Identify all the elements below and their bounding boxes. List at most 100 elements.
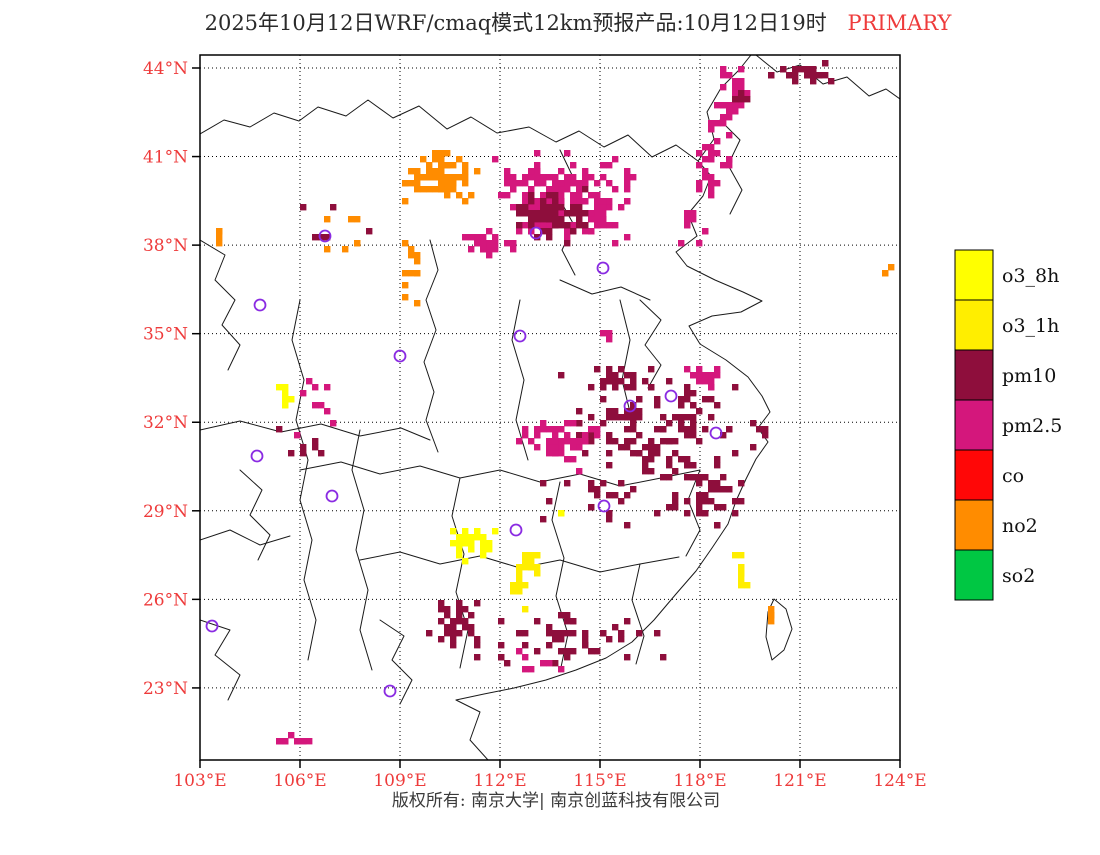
lon-label: 121°E xyxy=(773,771,826,791)
cell-no2 xyxy=(462,198,469,205)
cell-pm10 xyxy=(552,630,559,637)
lon-label: 103°E xyxy=(173,771,226,791)
cell-pm10 xyxy=(588,414,595,421)
cell-o3_8h xyxy=(456,534,463,541)
cell-pm10 xyxy=(564,648,571,655)
cell-pm10 xyxy=(468,612,475,619)
cell-pm10 xyxy=(660,474,667,481)
cell-pm2.5 xyxy=(732,90,739,97)
cell-pm2.5 xyxy=(300,390,307,397)
cell-pm10 xyxy=(708,498,715,505)
cell-o3_1h xyxy=(528,564,535,571)
cell-pm2.5 xyxy=(606,204,613,211)
cell-pm10 xyxy=(588,504,595,511)
boundary-coastline xyxy=(455,160,771,701)
cell-pm2.5 xyxy=(558,186,565,193)
cell-pm2.5 xyxy=(612,156,619,163)
legend-swatch-no2 xyxy=(954,499,994,551)
cell-pm2.5 xyxy=(516,438,523,445)
cell-o3_8h xyxy=(288,396,295,403)
cell-pm10 xyxy=(618,630,625,637)
boundary-province xyxy=(200,420,431,441)
cell-pm10 xyxy=(690,420,697,427)
cell-pm2.5 xyxy=(576,192,583,199)
cell-no2 xyxy=(432,186,439,193)
cell-pm2.5 xyxy=(324,408,331,415)
cell-pm10 xyxy=(564,612,571,619)
cell-pm10 xyxy=(768,72,775,79)
cell-pm10 xyxy=(558,372,565,379)
cell-no2 xyxy=(414,300,421,307)
cell-pm2.5 xyxy=(714,102,721,109)
cell-pm2.5 xyxy=(540,420,547,427)
cell-pm10 xyxy=(720,504,727,511)
cell-pm10 xyxy=(450,642,457,649)
cell-pm2.5 xyxy=(720,120,727,127)
cell-pm10 xyxy=(738,498,745,505)
cell-pm10 xyxy=(810,78,817,85)
cell-pm10 xyxy=(588,480,595,487)
cell-pm10 xyxy=(678,420,685,427)
cell-pm2.5 xyxy=(594,216,601,223)
cell-pm2.5 xyxy=(564,186,571,193)
cell-pm2.5 xyxy=(600,204,607,211)
cell-pm10 xyxy=(606,450,613,457)
cell-no2 xyxy=(414,180,421,187)
cell-pm10 xyxy=(576,420,583,427)
city-marker xyxy=(513,329,527,343)
cell-pm2.5 xyxy=(486,252,493,259)
cell-o3_8h xyxy=(468,534,475,541)
cell-pm2.5 xyxy=(540,426,547,433)
cell-pm10 xyxy=(786,72,793,79)
cell-no2 xyxy=(414,252,421,259)
cell-pm10 xyxy=(636,414,643,421)
cell-pm2.5 xyxy=(558,180,565,187)
cell-pm2.5 xyxy=(558,426,565,433)
cell-pm2.5 xyxy=(708,144,715,151)
cell-o3_8h xyxy=(282,396,289,403)
cell-pm2.5 xyxy=(522,432,529,439)
cell-pm10 xyxy=(582,630,589,637)
city-markers xyxy=(205,226,723,698)
cell-pm2.5 xyxy=(570,444,577,451)
cell-pm10 xyxy=(714,402,721,409)
cell-pm2.5 xyxy=(534,222,541,229)
cell-pm2.5 xyxy=(594,210,601,217)
cell-pm2.5 xyxy=(696,186,703,193)
cell-pm2.5 xyxy=(708,126,715,133)
cell-pm10 xyxy=(666,504,673,511)
cell-o3_1h xyxy=(738,552,745,559)
boundary-province xyxy=(511,299,529,461)
cell-pm2.5 xyxy=(696,366,703,373)
cell-pm10 xyxy=(606,372,613,379)
cell-pm2.5 xyxy=(504,240,511,247)
cell-pm10 xyxy=(630,438,637,445)
cell-pm10 xyxy=(678,426,685,433)
cell-pm2.5 xyxy=(600,174,607,181)
cell-pm10 xyxy=(552,210,559,217)
cell-pm2.5 xyxy=(558,198,565,205)
cell-pm2.5 xyxy=(540,180,547,187)
cell-pm2.5 xyxy=(522,174,529,181)
cell-pm2.5 xyxy=(582,180,589,187)
cell-pm2.5 xyxy=(516,180,523,187)
cell-pm10 xyxy=(684,456,691,463)
cell-pm10 xyxy=(312,438,319,445)
cell-o3_1h xyxy=(732,552,739,559)
cell-no2 xyxy=(444,162,451,169)
cell-pm2.5 xyxy=(564,150,571,157)
cell-pm2.5 xyxy=(702,372,709,379)
cell-pm10 xyxy=(552,660,559,667)
cell-pm2.5 xyxy=(486,246,493,253)
cell-pm10 xyxy=(570,228,577,235)
city-marker xyxy=(509,523,523,537)
legend-swatch-pm10 xyxy=(954,349,994,401)
cell-pm10 xyxy=(660,414,667,421)
cell-pm2.5 xyxy=(702,228,709,235)
cell-pm2.5 xyxy=(570,438,577,445)
legend-label-o3_1h: o3_1h xyxy=(1002,315,1059,337)
cell-pm10 xyxy=(690,414,697,421)
cell-pm10 xyxy=(750,444,757,451)
cell-pm2.5 xyxy=(558,192,565,199)
cell-pm2.5 xyxy=(492,156,499,163)
